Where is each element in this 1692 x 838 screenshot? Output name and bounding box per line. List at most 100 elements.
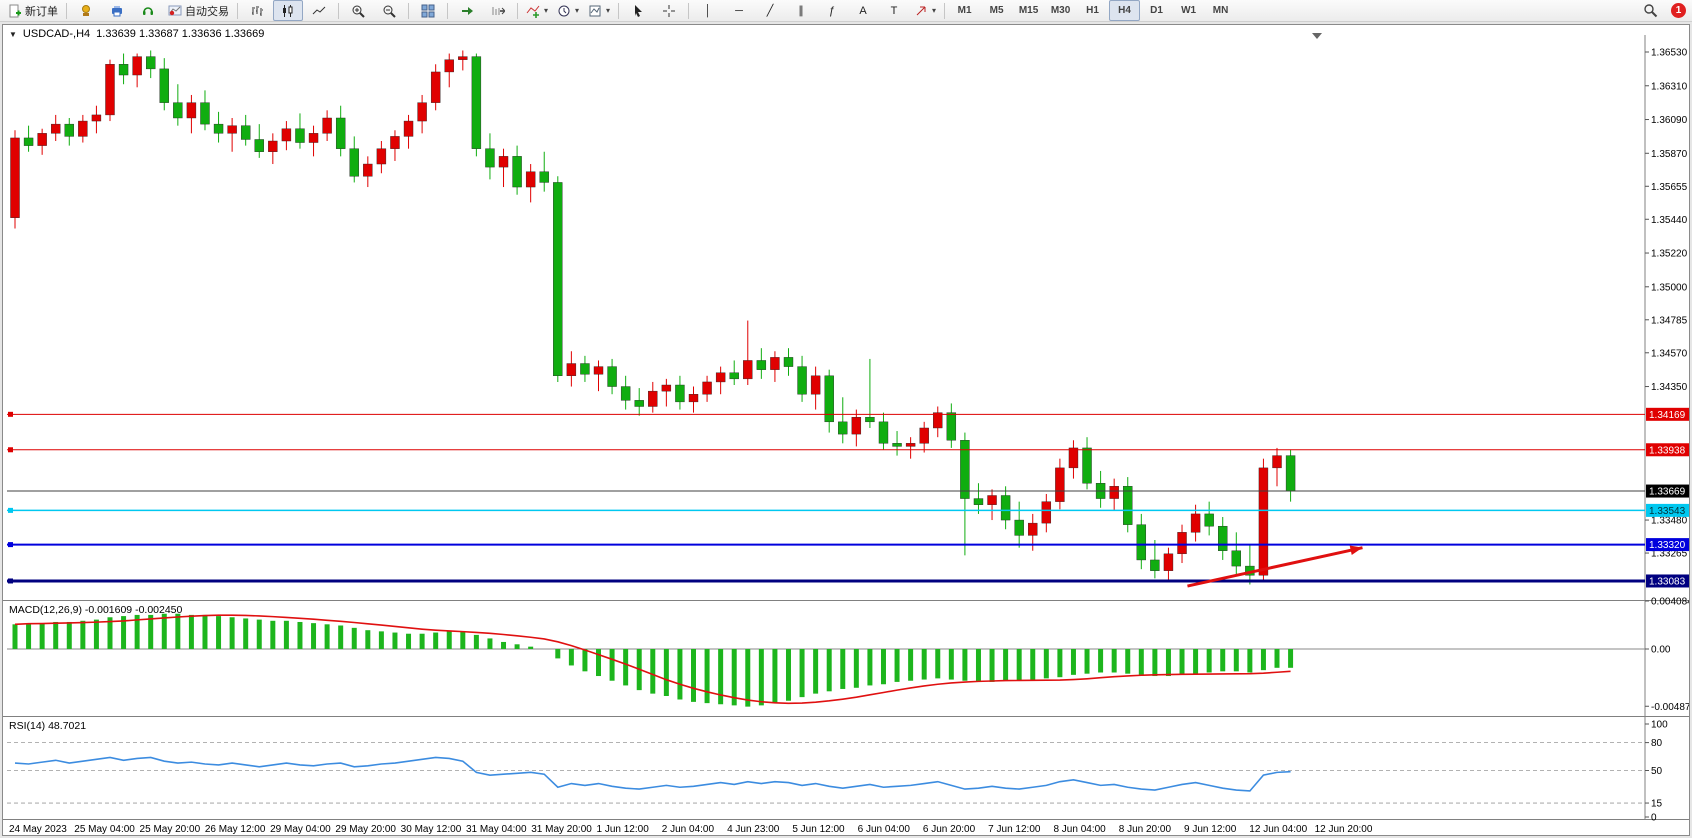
price-axis-label: 1.35000	[1651, 282, 1688, 293]
print-button[interactable]	[102, 0, 132, 21]
toolbar: 新订单	[0, 0, 1692, 22]
price-badge	[1646, 503, 1689, 517]
chart-canvas[interactable]: 1.36530 1.36310 1.36090 1.35870 1.35655 1.354…	[3, 25, 1689, 835]
candle-body	[322, 117, 332, 134]
candle-body	[363, 163, 373, 177]
candle-body	[1163, 553, 1174, 571]
timeframe-mn-button[interactable]: MN	[1212, 5, 1229, 16]
timeframe-w1-button[interactable]: W1	[1181, 5, 1197, 16]
candlestick-chart-button[interactable]	[273, 0, 303, 21]
horizontal-line-tool-button[interactable]: ─	[724, 0, 754, 21]
price-axis-label: 1.35655	[1651, 182, 1688, 193]
zoom-out-icon	[383, 5, 396, 18]
collapse-icon[interactable]: ▼	[9, 29, 17, 39]
price-badge-text: 1.33320	[1649, 540, 1686, 551]
new-order-button[interactable]: 新订单	[4, 0, 62, 21]
candle-body	[1123, 486, 1133, 525]
candle-body	[1258, 467, 1269, 576]
candle-body	[1055, 467, 1065, 502]
toolbar-separator	[618, 2, 620, 19]
vertical-line-tool-button[interactable]: │	[693, 0, 723, 21]
time-axis-label: 25 May 20:00	[140, 824, 201, 835]
candle-body	[919, 427, 929, 444]
printer-icon	[112, 5, 122, 16]
search-button[interactable]	[1635, 0, 1665, 21]
zoom-in-button[interactable]	[343, 0, 373, 21]
candle-body	[213, 123, 224, 134]
candle-body	[851, 417, 862, 435]
notification-badge[interactable]: 1	[1671, 3, 1686, 18]
periods-dropdown-button[interactable]: ▾	[553, 0, 583, 21]
fibonacci-tool-button[interactable]: ƒ	[817, 0, 847, 21]
templates-dropdown-button[interactable]: ▾	[584, 0, 614, 21]
candle-body	[1150, 559, 1160, 571]
candle-body	[268, 140, 278, 152]
price-axis-label: 1.36090	[1651, 115, 1688, 126]
toolbar-separator	[338, 2, 339, 19]
fibonacci-icon: ƒ	[828, 4, 836, 17]
channel-tool-button[interactable]: ∥	[786, 0, 816, 21]
candle-body	[186, 102, 197, 119]
candle-body	[200, 102, 210, 125]
toolbar-separator	[408, 2, 409, 19]
zoom-out-button[interactable]	[374, 0, 404, 21]
candle-body	[810, 375, 821, 395]
support-button[interactable]	[133, 0, 163, 21]
candle-body	[593, 366, 604, 375]
price-badge	[1646, 407, 1689, 421]
timeframe-h1-button[interactable]: H1	[1086, 5, 1099, 16]
time-axis-label: 25 May 04:00	[74, 824, 135, 835]
timeframe-m30-button[interactable]: M30	[1050, 5, 1071, 16]
candle-body	[37, 133, 47, 146]
price-axis-label: 1.35440	[1651, 215, 1688, 226]
price-axis-label: 1.36310	[1651, 81, 1688, 92]
bars-chart-icon	[252, 5, 263, 16]
tile-windows-icon	[421, 4, 435, 17]
timeframe-d1-button[interactable]: D1	[1150, 5, 1163, 16]
timeframe-m15-button[interactable]: M15	[1018, 5, 1039, 16]
candle-body	[1082, 447, 1092, 484]
indicators-dropdown-button[interactable]: ▾	[522, 0, 552, 21]
price-axis-label: 1.36530	[1651, 48, 1688, 59]
candle-body	[553, 182, 563, 377]
candle-body	[159, 68, 169, 103]
price-badge-text: 1.33543	[1649, 506, 1686, 517]
line-handle	[8, 507, 13, 513]
candle-body	[973, 498, 984, 505]
bars-chart-button[interactable]	[242, 0, 272, 21]
time-axis-label: 6 Jun 20:00	[923, 824, 976, 835]
time-axis-label: 4 Jun 23:00	[727, 824, 780, 835]
candle-body	[933, 412, 943, 429]
candle-body	[580, 363, 590, 375]
seal-button[interactable]	[71, 0, 101, 21]
candle-body	[770, 357, 780, 370]
candle-body	[1136, 524, 1147, 561]
timeframe-m1-button[interactable]: M1	[957, 5, 972, 16]
candle-body	[702, 381, 712, 395]
horizontal-line-icon: ─	[735, 4, 743, 17]
auto-scroll-button[interactable]	[452, 0, 482, 21]
chart-shift-button[interactable]	[483, 0, 513, 21]
line-chart-button[interactable]	[304, 0, 334, 21]
candle-body	[824, 375, 834, 423]
tile-windows-button[interactable]	[413, 0, 443, 21]
candle-body	[23, 137, 34, 146]
candle-body	[525, 171, 536, 188]
candle-body	[145, 56, 156, 70]
trendline-tool-button[interactable]: ╱	[755, 0, 785, 21]
arrows-dropdown-button[interactable]: ▾	[910, 0, 940, 21]
label-tool-button[interactable]: T	[879, 0, 909, 21]
time-axis-label: 12 Jun 04:00	[1249, 824, 1307, 835]
crosshair-button[interactable]	[654, 0, 684, 21]
auto-trading-button[interactable]: 自动交易	[164, 0, 233, 21]
cursor-button[interactable]	[623, 0, 653, 21]
dropdown-arrow-icon: ▾	[544, 6, 549, 15]
line-handle	[8, 578, 13, 584]
text-tool-button[interactable]: A	[848, 0, 878, 21]
macd-axis-label: 0.00	[1651, 645, 1671, 656]
rsi-line	[14, 756, 1291, 792]
timeframe-h4-button[interactable]: H4	[1109, 0, 1141, 21]
timeframe-m5-button[interactable]: M5	[989, 5, 1004, 16]
candle-body	[376, 148, 387, 165]
toolbar-separator	[66, 2, 67, 19]
